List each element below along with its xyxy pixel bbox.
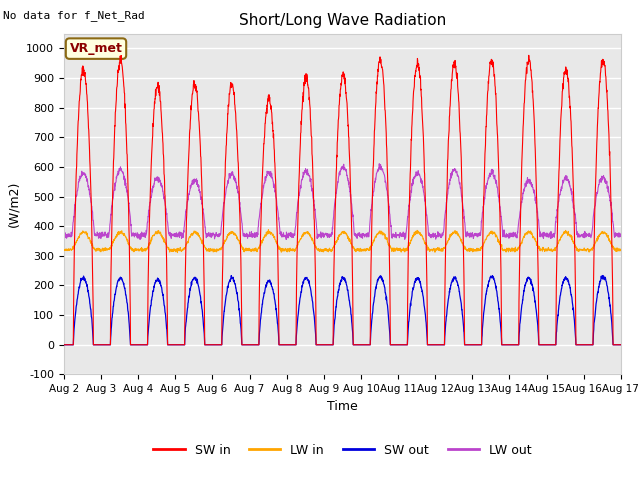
X-axis label: Time: Time (327, 400, 358, 413)
Text: VR_met: VR_met (70, 42, 122, 55)
Text: No data for f_Net_Rad: No data for f_Net_Rad (3, 10, 145, 21)
Title: Short/Long Wave Radiation: Short/Long Wave Radiation (239, 13, 446, 28)
Legend: SW in, LW in, SW out, LW out: SW in, LW in, SW out, LW out (148, 439, 536, 462)
Y-axis label: (W/m2): (W/m2) (8, 181, 20, 227)
